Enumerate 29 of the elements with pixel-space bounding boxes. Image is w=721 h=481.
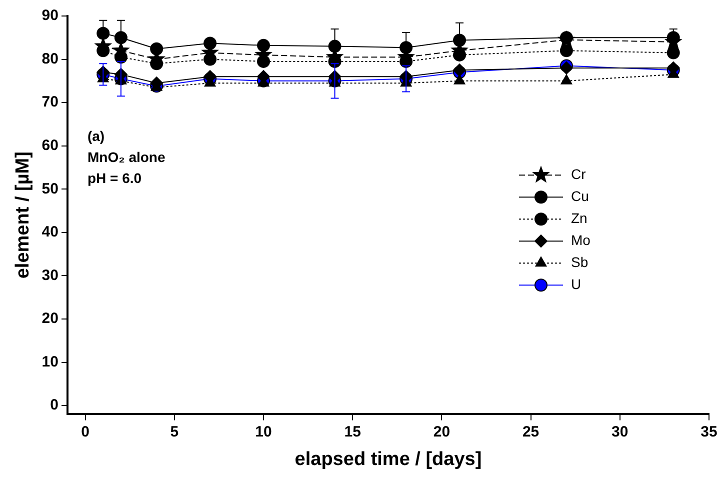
y-tick-label: 50 [42,180,58,198]
x-tick-label: 10 [255,423,272,440]
y-tick-label: 70 [42,94,58,111]
x-axis-title: elapsed time / [days] [294,448,482,470]
y-tick-label: 30 [42,266,58,284]
x-tick-label: 25 [522,423,540,440]
y-tick-label: 10 [42,353,58,370]
legend-label: U [571,276,582,292]
legend-label: Mo [571,232,591,248]
legend-label: Cr [571,166,586,182]
x-tick-label: 35 [700,423,718,440]
x-tick-label: 5 [170,423,179,440]
x-tick-label: 30 [612,423,628,440]
legend-label: Zn [571,210,588,226]
y-tick-label: 60 [42,136,58,154]
y-tick-label: 40 [42,224,58,241]
y-tick-label: 90 [42,7,58,24]
x-tick-label: 20 [433,423,450,440]
annotation: MnO₂ alone [87,149,166,166]
y-tick-label: 20 [42,310,58,328]
x-tick-label: 15 [344,423,361,440]
y-axis-title: element / [µM] [12,152,34,279]
annotation: (a) [87,128,105,144]
y-tick-label: 80 [42,50,58,68]
legend-label: Sb [571,254,588,270]
annotation: pH = 6.0 [87,170,142,186]
x-tick-label: 0 [81,423,90,440]
y-tick-label: 0 [50,396,58,414]
legend-label: Cu [571,188,589,204]
